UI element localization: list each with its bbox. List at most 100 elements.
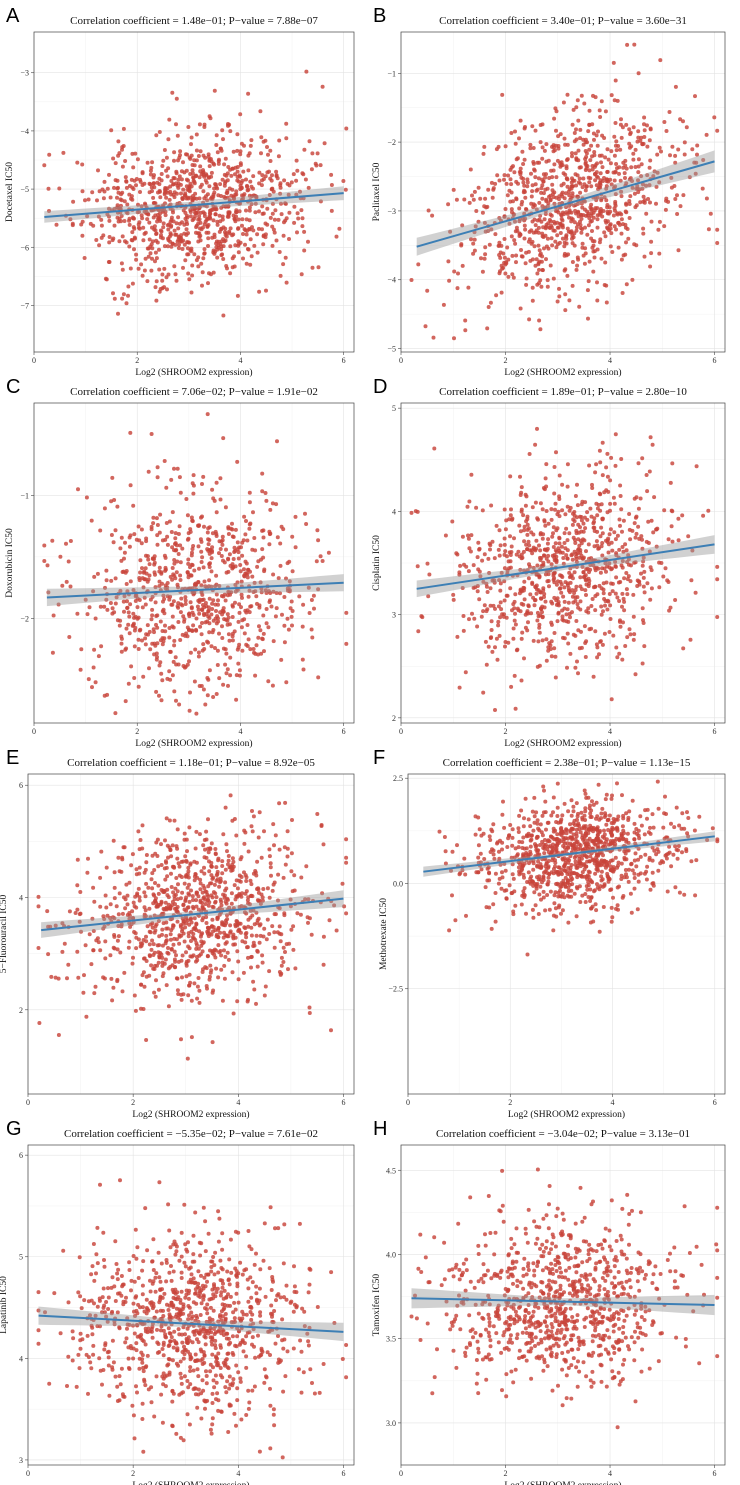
data-point [198, 164, 203, 169]
data-point [640, 142, 645, 147]
data-point [42, 163, 47, 168]
data-point [184, 950, 188, 955]
data-point [251, 510, 255, 515]
data-point [240, 217, 245, 222]
data-point [174, 876, 179, 880]
data-point [89, 962, 94, 967]
data-point [226, 632, 231, 637]
data-point [594, 183, 599, 188]
data-point [619, 117, 623, 122]
data-point [177, 475, 182, 480]
data-point [147, 666, 151, 671]
data-point [152, 990, 157, 995]
data-point [274, 169, 279, 174]
data-point [178, 896, 183, 901]
data-point [151, 942, 156, 947]
data-point [555, 225, 560, 230]
data-point [321, 842, 326, 847]
data-point [279, 212, 284, 217]
data-point [218, 182, 223, 187]
data-point [674, 847, 679, 852]
data-point [142, 890, 147, 895]
data-point [260, 953, 265, 958]
data-point [587, 180, 592, 185]
data-point [123, 699, 128, 704]
data-point [209, 170, 214, 175]
data-point [245, 623, 250, 627]
data-point [183, 897, 188, 902]
data-point [654, 527, 659, 532]
data-point [510, 608, 514, 613]
data-point [228, 930, 233, 935]
data-point [545, 186, 550, 191]
data-point [616, 220, 621, 225]
data-point [667, 608, 672, 613]
data-point [236, 239, 241, 244]
data-point [609, 455, 614, 460]
data-point [280, 612, 284, 617]
data-point [236, 645, 241, 650]
data-point [187, 983, 192, 988]
data-point [202, 865, 206, 870]
data-point [283, 255, 288, 260]
data-point [264, 498, 269, 503]
data-point [112, 934, 117, 939]
data-point [627, 627, 632, 632]
data-point [598, 639, 603, 644]
data-point [182, 242, 187, 247]
data-point [84, 495, 89, 500]
data-point [617, 517, 622, 522]
data-point [176, 861, 181, 866]
points-b [409, 42, 720, 341]
data-point [574, 156, 579, 161]
data-point [502, 552, 507, 557]
data-point [202, 174, 207, 179]
data-point [184, 859, 189, 864]
data-point [264, 288, 268, 293]
data-point [211, 618, 216, 623]
data-point [153, 228, 158, 233]
data-point [692, 828, 697, 833]
data-point [555, 619, 560, 624]
data-point [186, 271, 191, 276]
data-point [174, 171, 179, 176]
data-point [164, 933, 169, 938]
data-point [511, 275, 516, 280]
data-point [186, 575, 191, 580]
data-point [633, 515, 638, 520]
data-point [127, 244, 132, 249]
data-point [184, 152, 188, 157]
data-point [239, 625, 244, 630]
data-point [168, 932, 173, 937]
data-point [118, 950, 123, 955]
data-point [121, 845, 126, 850]
data-point [249, 925, 254, 930]
data-point [158, 660, 163, 665]
data-point [215, 219, 220, 224]
data-point [618, 523, 622, 528]
data-point [461, 628, 466, 633]
data-point [290, 623, 294, 628]
data-point [142, 268, 147, 273]
data-point [607, 592, 612, 596]
data-point [217, 213, 222, 218]
data-point [546, 537, 551, 542]
data-point [148, 172, 153, 177]
data-point [254, 594, 259, 599]
data-point [277, 801, 282, 806]
data-point [267, 847, 272, 852]
data-point [222, 162, 227, 167]
data-point [608, 223, 612, 228]
data-point [546, 648, 551, 653]
data-point [172, 638, 177, 643]
data-point [154, 238, 159, 243]
data-point [326, 550, 331, 555]
data-point [580, 185, 585, 190]
data-point [247, 208, 252, 213]
data-point [104, 578, 109, 583]
data-point [126, 622, 131, 627]
data-point [86, 856, 90, 861]
data-point [75, 160, 80, 165]
data-point [172, 264, 177, 269]
data-point [533, 442, 538, 447]
